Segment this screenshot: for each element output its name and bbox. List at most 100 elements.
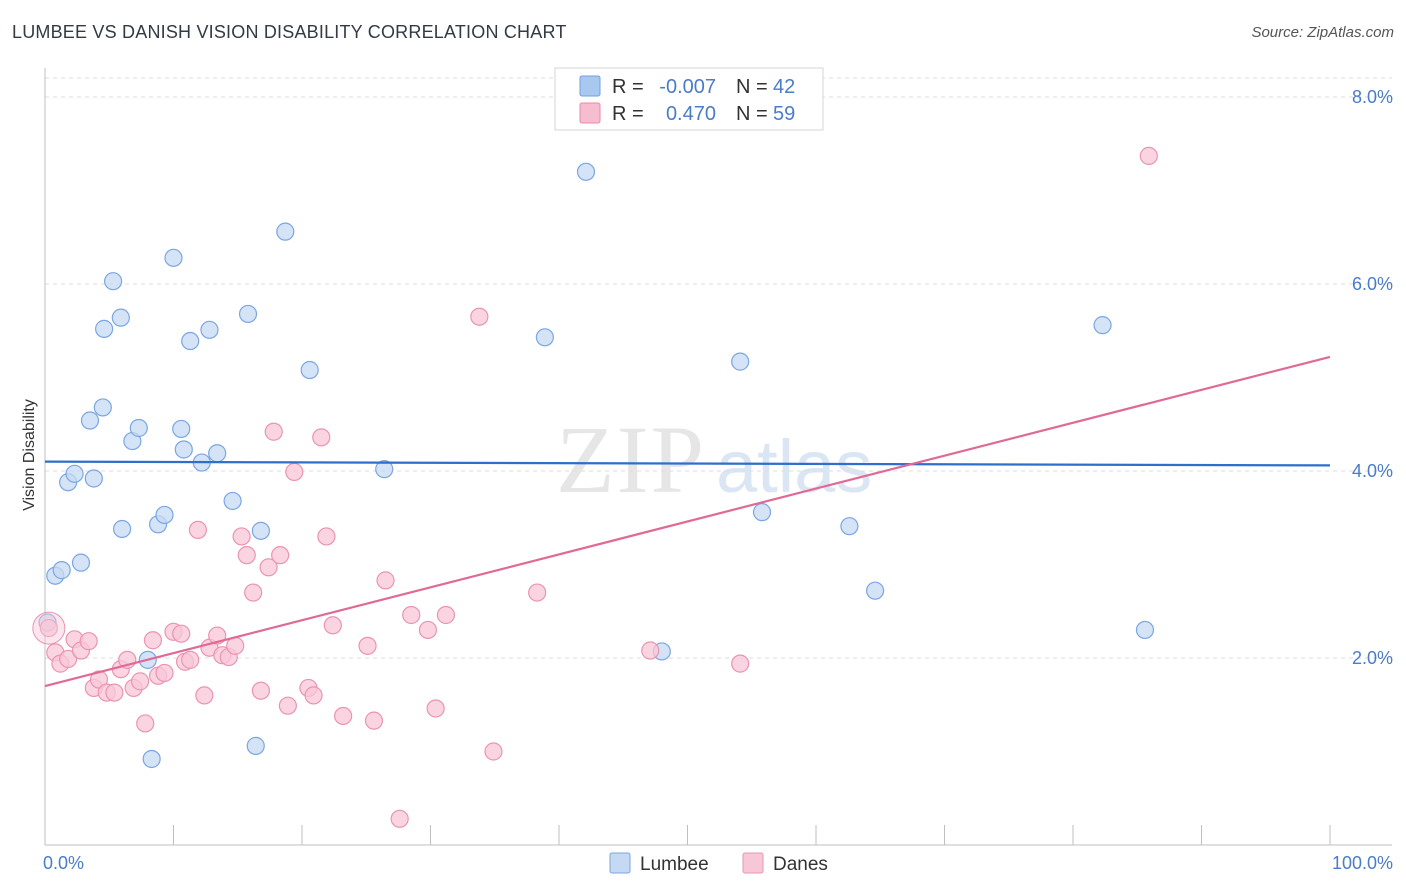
data-point-danes	[317, 527, 336, 546]
svg-text:ZIP: ZIP	[556, 406, 706, 513]
axes	[44, 68, 1392, 846]
bottom-legend-label: Danes	[773, 854, 828, 875]
trend-lines	[44, 355, 1331, 688]
chart-title: LUMBEE VS DANISH VISION DISABILITY CORRE…	[12, 22, 567, 42]
data-point-danes	[528, 583, 547, 602]
y-tick-label: 6.0%	[1352, 274, 1393, 294]
legend-n-label: N =	[736, 103, 768, 125]
data-point-danes	[426, 699, 445, 718]
data-point-lumbee	[80, 411, 100, 430]
data-point-lumbee	[535, 328, 554, 347]
bottom-legend-swatch	[742, 852, 764, 874]
data-point-lumbee	[238, 304, 258, 324]
y-tick-label: 4.0%	[1352, 461, 1393, 481]
grid-lines	[45, 77, 1392, 659]
data-point-lumbee	[52, 561, 71, 580]
y-tick-label: 8.0%	[1352, 87, 1393, 107]
data-point-danes	[181, 650, 200, 669]
legend-r-label: R =	[612, 103, 644, 125]
data-point-danes	[271, 546, 290, 565]
legend-swatch	[579, 102, 601, 124]
data-point-danes	[484, 742, 503, 761]
x-tick-label-left: 0.0%	[43, 853, 84, 873]
data-point-lumbee	[181, 331, 200, 351]
y-axis-label: Vision Disability	[21, 399, 38, 511]
legend-r-label: R =	[612, 76, 644, 98]
data-point-lumbee	[246, 736, 265, 755]
data-point-danes	[304, 686, 323, 705]
data-point-danes	[130, 672, 150, 691]
legend-r-value: 0.470	[666, 103, 716, 125]
watermark: ZIP atlas	[556, 406, 872, 513]
series-danes-points	[32, 146, 1158, 828]
data-point-danes	[264, 422, 283, 441]
legend-n-value: 59	[773, 103, 795, 125]
data-point-danes	[172, 624, 191, 643]
data-point-danes	[641, 641, 660, 660]
data-point-lumbee	[164, 248, 183, 267]
trend-line-danes	[44, 355, 1331, 688]
data-point-lumbee	[576, 162, 596, 181]
data-point-danes	[79, 632, 98, 651]
data-point-danes	[334, 706, 353, 726]
data-point-danes	[39, 618, 58, 638]
chart-source: Source: ZipAtlas.com	[1251, 24, 1394, 41]
svg-text:atlas: atlas	[716, 425, 872, 508]
data-point-lumbee	[223, 491, 242, 511]
data-point-lumbee	[111, 308, 130, 327]
data-point-danes	[244, 583, 263, 602]
data-point-lumbee	[104, 272, 123, 291]
data-point-lumbee	[276, 222, 295, 241]
data-point-danes	[312, 428, 331, 447]
data-point-lumbee	[93, 398, 112, 417]
data-point-lumbee	[251, 521, 270, 540]
legend-r-value: -0.007	[659, 76, 716, 98]
data-point-lumbee	[155, 505, 174, 525]
bottom-legend-swatch	[609, 852, 631, 874]
data-point-danes	[59, 649, 78, 669]
data-point-danes	[436, 605, 456, 625]
data-point-lumbee	[1135, 620, 1155, 640]
data-point-danes	[390, 809, 409, 828]
data-point-danes	[418, 620, 438, 640]
data-point-danes	[731, 654, 750, 673]
data-point-danes	[323, 616, 342, 635]
data-point-lumbee	[300, 360, 319, 380]
data-point-lumbee	[866, 581, 885, 600]
data-point-lumbee	[1093, 316, 1112, 335]
data-point-danes	[259, 558, 278, 577]
data-point-danes	[470, 307, 489, 326]
data-point-lumbee	[200, 320, 219, 339]
data-point-danes	[237, 546, 256, 565]
legend-n-label: N =	[736, 76, 768, 98]
data-point-danes-large	[32, 611, 66, 645]
y-tick-labels: 2.0% 4.0% 6.0% 8.0%	[1352, 87, 1393, 668]
data-point-lumbee	[174, 440, 193, 459]
data-point-lumbee	[752, 503, 772, 522]
data-point-lumbee	[84, 469, 103, 488]
data-point-lumbee	[731, 352, 750, 371]
data-point-lumbee	[840, 517, 859, 536]
data-point-lumbee	[95, 319, 114, 338]
data-point-danes	[251, 681, 270, 700]
data-point-danes	[232, 527, 251, 546]
data-point-lumbee	[172, 419, 191, 439]
data-point-danes	[278, 696, 297, 715]
data-point-lumbee	[112, 519, 132, 539]
data-point-danes	[402, 605, 421, 625]
data-point-danes	[155, 663, 174, 683]
data-point-lumbee	[208, 444, 227, 463]
bottom-legend-label: Lumbee	[640, 854, 709, 875]
data-point-danes	[364, 711, 384, 730]
legend-box: R = -0.007 N = 42 R = 0.470 N = 59	[554, 67, 824, 131]
data-point-danes	[1139, 146, 1158, 166]
data-point-lumbee	[142, 749, 161, 769]
x-tick-label-right: 100.0%	[1332, 853, 1393, 873]
legend-n-value: 42	[773, 76, 795, 98]
bottom-legend: Lumbee Danes	[609, 852, 828, 875]
data-point-danes	[136, 714, 155, 733]
x-tick-labels: 0.0% 100.0%	[43, 853, 1393, 873]
trend-line-lumbee	[44, 460, 1331, 467]
data-point-lumbee	[375, 460, 394, 479]
